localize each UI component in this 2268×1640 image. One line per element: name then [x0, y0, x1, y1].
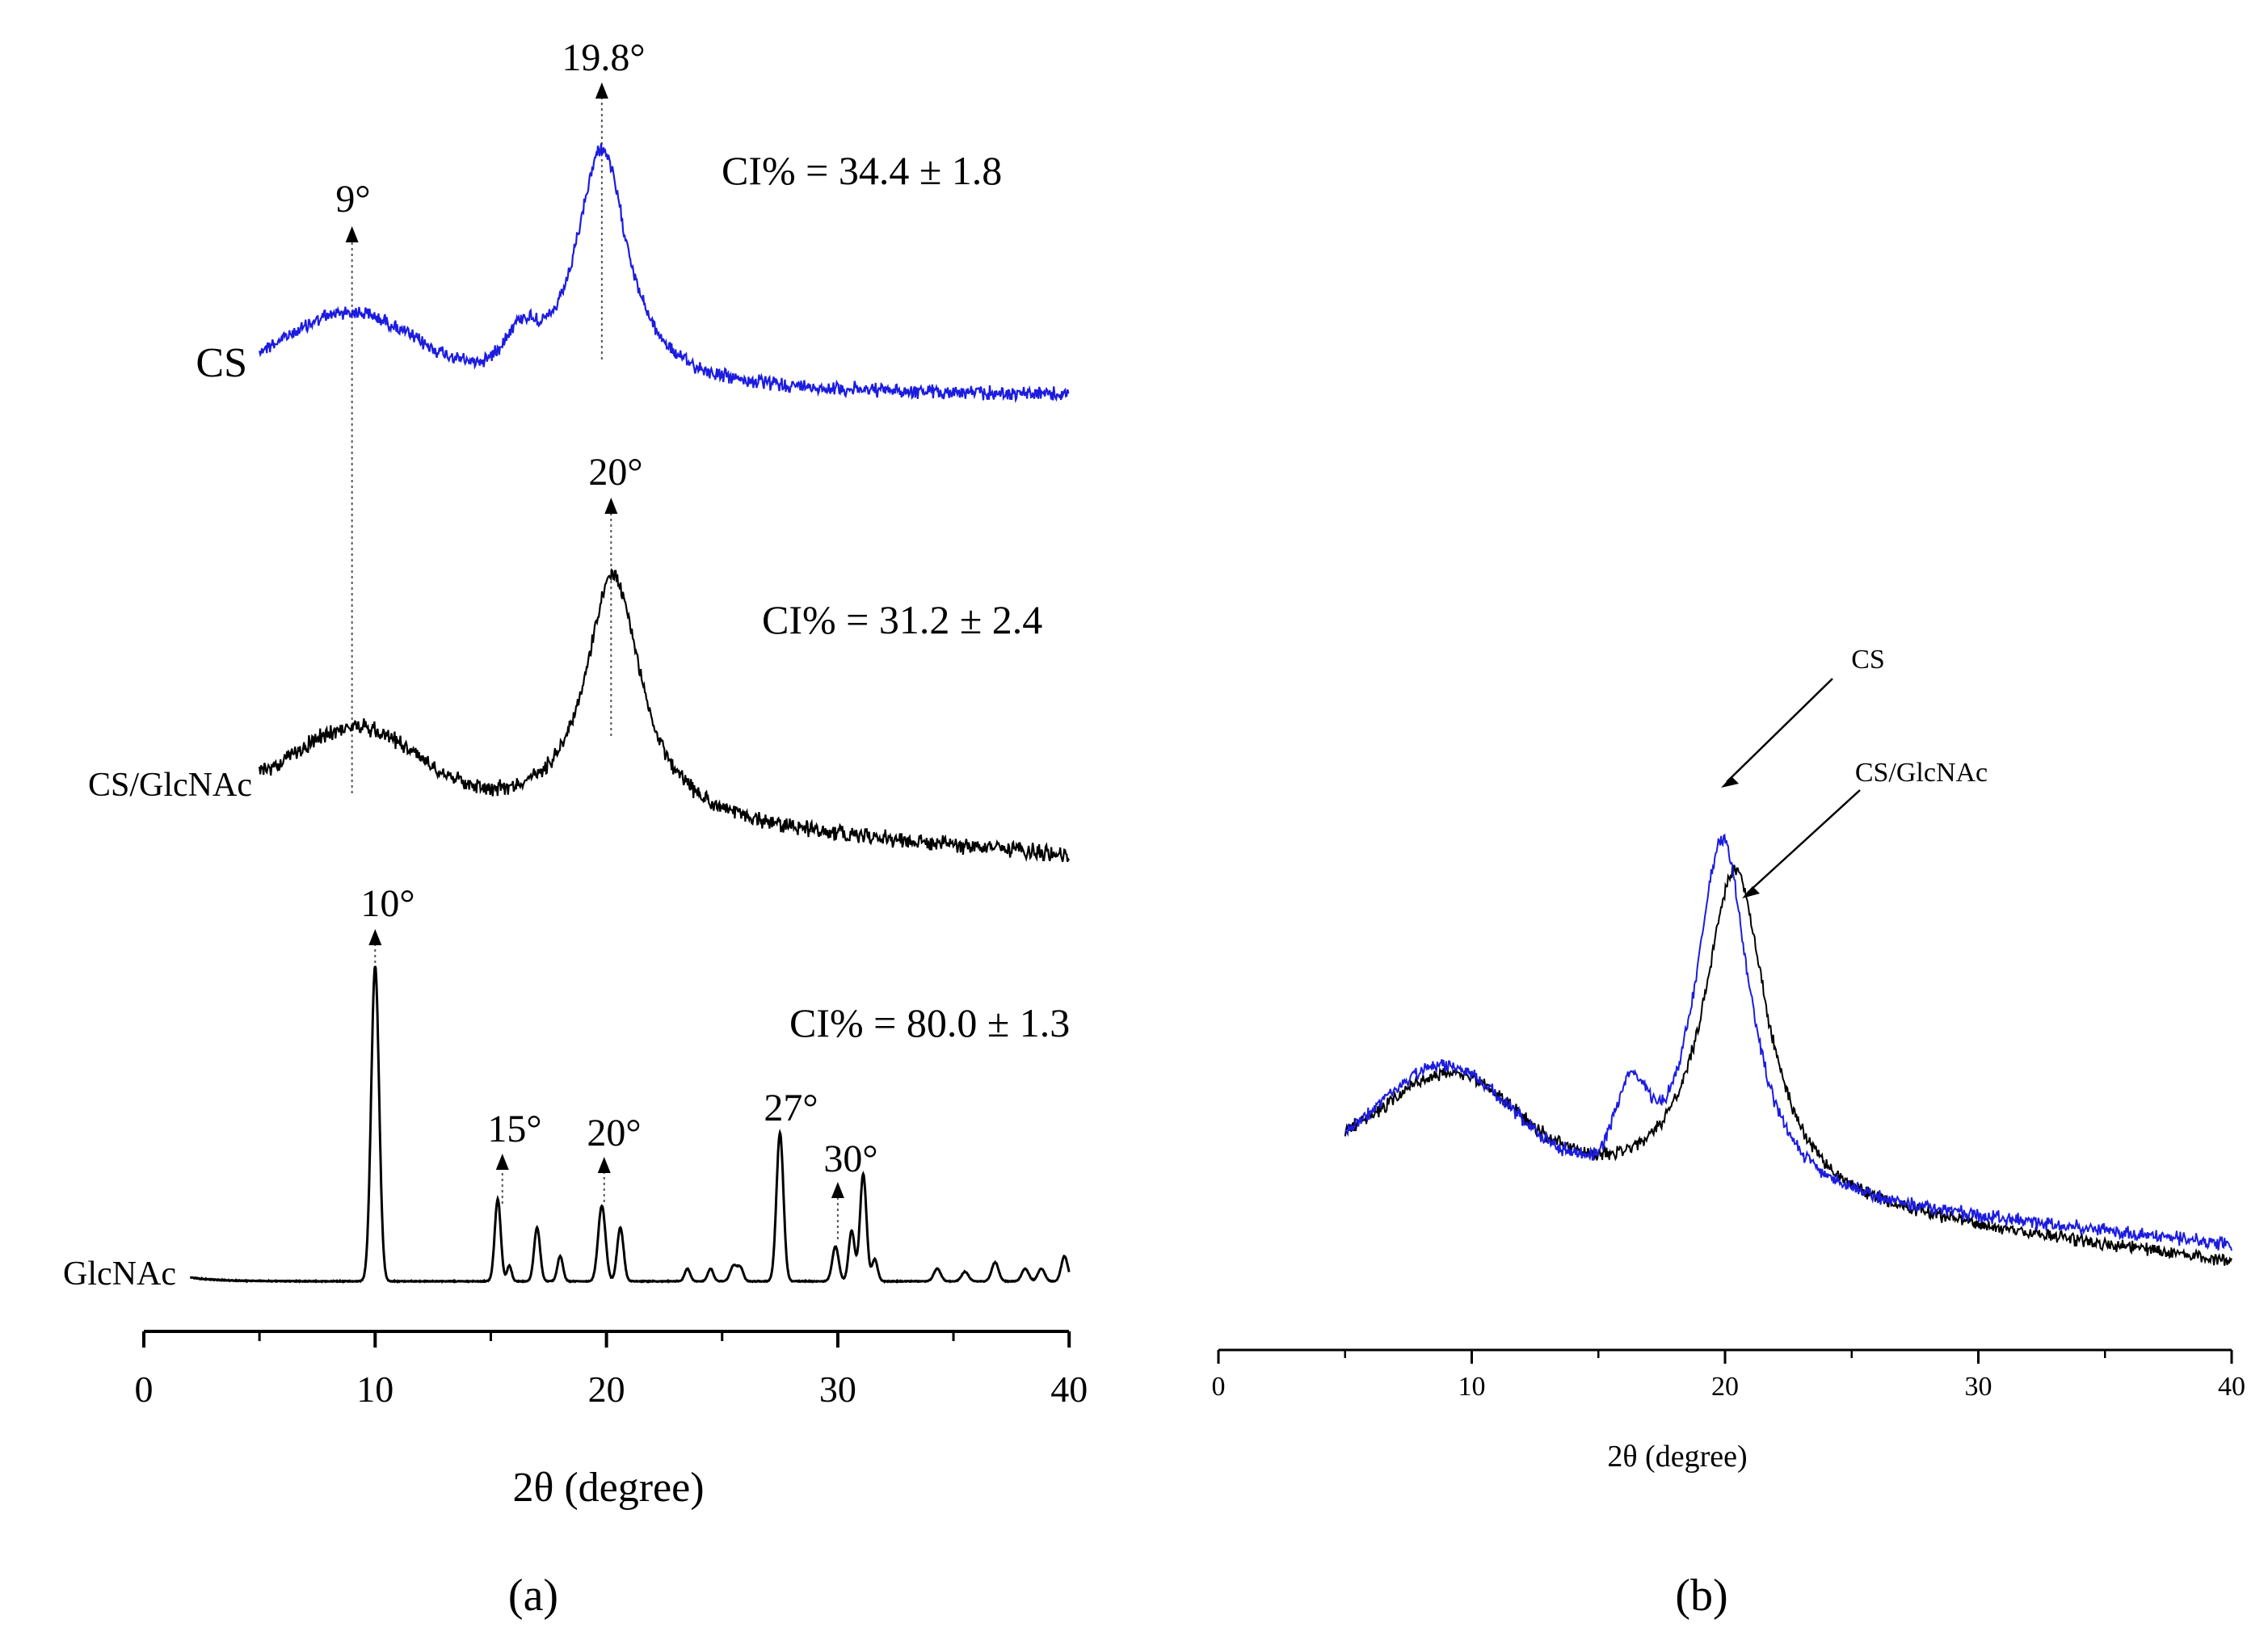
x-tick-label-b: 40	[2218, 1372, 2245, 1402]
series-line-b-cs-glcnac	[1344, 864, 2232, 1266]
peak-arrow-glcnac-30	[831, 1182, 844, 1198]
pointer-line-cs	[1726, 678, 1833, 783]
series-label-cs-glcnac: CS/GlcNAc	[88, 767, 252, 804]
peak-label-csglcnac-20: 20°	[588, 451, 642, 494]
panel-b: CS CS/GlcNAc 0 10 20 30 40 2θ (degree) (b)	[1212, 645, 2246, 1621]
peak-label-cs-19-8: 19.8°	[562, 36, 645, 79]
panel-label-b: (b)	[1675, 1571, 1727, 1621]
series-line-cs-glcnac	[259, 568, 1071, 863]
x-tick-label-b: 30	[1965, 1372, 1992, 1402]
series-label-cs: CS	[196, 340, 247, 386]
peak-arrow-glcnac-10	[368, 929, 382, 945]
x-tick-label-a: 0	[135, 1369, 154, 1410]
peak-arrow-csglcnac-20	[604, 498, 618, 514]
x-tick-label-a: 40	[1050, 1369, 1088, 1410]
peak-label-glcnac-20: 20°	[587, 1112, 641, 1154]
series-label-glcnac: GlcNAc	[63, 1255, 176, 1293]
peak-arrow-glcnac-20	[597, 1157, 611, 1173]
peak-label-glcnac-15: 15°	[487, 1108, 541, 1150]
x-axis-label-a: 2θ (degree)	[512, 1465, 704, 1511]
peak-label-glcnac-10: 10°	[360, 882, 414, 925]
pointer-head-cs-glcnac	[1742, 886, 1760, 898]
x-tick-label-a: 20	[588, 1369, 625, 1410]
ci-annotation-cs: CI% = 34.4 ± 1.8	[722, 148, 1002, 193]
x-tick-label-a: 10	[356, 1369, 393, 1410]
x-tick-label-b: 20	[1711, 1372, 1739, 1402]
pointer-label-cs: CS	[1851, 645, 1885, 675]
pointer-head-cs	[1721, 776, 1739, 788]
peak-arrow-glcnac-15	[495, 1154, 509, 1170]
series-line-cs	[259, 143, 1070, 404]
series-line-glcnac	[190, 965, 1071, 1285]
panel-label-a: (a)	[508, 1571, 558, 1621]
x-tick-label-b: 10	[1458, 1372, 1486, 1402]
peak-label-glcnac-30: 30°	[823, 1137, 877, 1180]
x-tick-label-a: 30	[819, 1369, 856, 1410]
panel-a: CS CS/GlcNAc GlcNAc CI% = 34.4 ± 1.8 CI%…	[63, 36, 1088, 1621]
peak-arrow-cs-9	[345, 226, 359, 242]
ci-annotation-cs-glcnac: CI% = 31.2 ± 2.4	[762, 597, 1042, 642]
x-tick-label-b: 0	[1212, 1372, 1226, 1402]
peak-label-glcnac-27: 27°	[764, 1087, 818, 1129]
x-axis-label-b: 2θ (degree)	[1607, 1440, 1747, 1474]
series-line-b-cs	[1344, 833, 2232, 1251]
pointer-line-cs-glcnac	[1747, 789, 1861, 894]
peak-arrow-cs-19-8	[595, 82, 608, 99]
pointer-label-cs-glcnac: CS/GlcNAc	[1855, 758, 1988, 788]
ci-annotation-glcnac: CI% = 80.0 ± 1.3	[789, 1000, 1070, 1045]
peak-label-cs-9: 9°	[335, 178, 370, 221]
